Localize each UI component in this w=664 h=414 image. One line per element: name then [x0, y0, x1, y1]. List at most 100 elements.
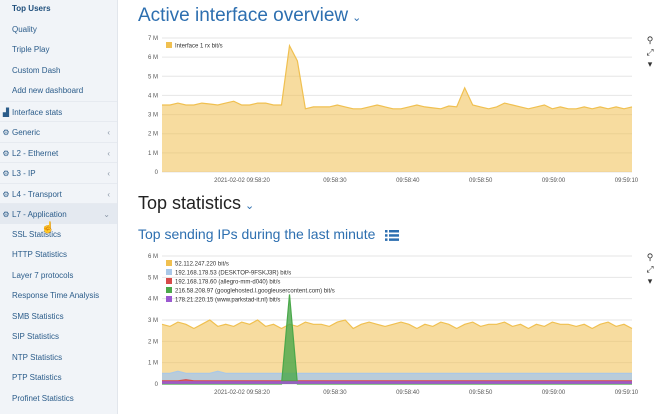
series-line-2 [162, 379, 632, 382]
top-statistics-text: Top statistics [138, 193, 242, 213]
x-tick-label: 2021-02-02 09:58:20 [214, 178, 270, 184]
y-tick-label: 2 M [148, 132, 158, 138]
top-sending-text: Top sending IPs during the last minute [138, 226, 376, 242]
sidebar-item-label: Custom Dash [12, 65, 61, 75]
sidebar-item-top-users[interactable]: Top Users [0, 0, 117, 19]
legend-label: 192.168.178.60 (allegro-mm-d040) bit/s [175, 280, 280, 286]
sidebar-item-label: L7 - Application [12, 210, 67, 219]
legend-swatch [166, 260, 172, 266]
sidebar-item-label: L3 - IP [12, 169, 36, 178]
x-tick-label: 09:58:50 [469, 390, 493, 396]
sidebar-item-layer-7-protocols[interactable]: Layer 7 protocols [0, 265, 117, 286]
sidebar-item-label: Layer 7 protocols [12, 270, 74, 280]
gear-icon: ⚙ [2, 210, 10, 219]
sidebar-item-ptp-statistics[interactable]: PTP Statistics [0, 367, 117, 388]
sidebar-item-label: SSL Statistics [12, 229, 62, 239]
sidebar-item-l2-ethernet[interactable]: ⚙ L2 - Ethernet ‹ [0, 141, 117, 163]
chart-svg: 0 1 M 2 M 3 M 4 M 5 M 6 M 2021-02-02 09:58:20 09… [148, 254, 639, 396]
y-tick-label: 1 M [148, 361, 158, 367]
chevron-down-icon[interactable]: ⌄ [352, 12, 362, 24]
page-title-text: Active interface overview [138, 5, 349, 26]
gear-icon: ⚙ [2, 169, 10, 178]
chevron-left-icon: ‹ [107, 128, 110, 137]
top-statistics-title[interactable]: Top statistics ⌄ [138, 193, 254, 214]
sidebar-item-label: Generic [12, 128, 41, 137]
legend-swatch [166, 296, 172, 302]
x-tick-label: 09:59:10 [615, 390, 639, 396]
chart-svg: 0 1 M 2 M 3 M 4 M 5 M 6 M 7 M 2021-02-02 09:58:2… [148, 36, 639, 184]
sidebar-item-label: Top Users [12, 4, 51, 13]
gear-icon: ⚙ [2, 148, 10, 158]
x-tick-label: 09:58:30 [323, 178, 347, 184]
legend-swatch [166, 269, 172, 275]
y-tick-label: 0 [155, 382, 159, 388]
legend-swatch [166, 42, 172, 48]
sidebar-item-ssl-statistics[interactable]: SSL Statistics [0, 224, 117, 245]
y-tick-label: 5 M [148, 275, 158, 281]
expand-icon[interactable]: ⤢ [646, 264, 654, 274]
chart2-tools: ⚲ ⤢ ▾ [643, 251, 657, 287]
legend-swatch [166, 278, 172, 284]
sidebar-item-label: Profinet Statistics [12, 393, 74, 403]
chevron-down-icon[interactable]: ⌄ [245, 200, 255, 212]
y-tick-label: 6 M [148, 254, 158, 260]
sidebar-item-label: SMB Statistics [12, 311, 64, 321]
sidebar-item-sip-statistics[interactable]: SIP Statistics [0, 326, 117, 347]
sidebar-item-profinet-statistics[interactable]: Profinet Statistics [0, 388, 117, 409]
sidebar-item-label: Interface stats [12, 107, 63, 117]
x-tick-label: 09:58:50 [469, 178, 493, 184]
sidebar-item-generic[interactable]: ⚙ Generic ‹ [0, 121, 117, 142]
sidebar-item-l7-application[interactable]: ⚙ L7 - Application ⌄ [0, 203, 117, 224]
chevron-left-icon: ‹ [107, 148, 110, 158]
list-icon[interactable] [385, 229, 400, 241]
sidebar-item-l3-ip[interactable]: ⚙ L3 - IP ‹ [0, 162, 117, 183]
y-tick-label: 0 [155, 170, 159, 176]
x-tick-label: 09:59:10 [615, 178, 639, 184]
x-tick-label: 2021-02-02 09:58:20 [214, 390, 270, 396]
sidebar-item-smb-statistics[interactable]: SMB Statistics [0, 306, 117, 327]
sidebar-item-l4-transport[interactable]: ⚙ L4 - Transport ‹ [0, 182, 117, 204]
page-title[interactable]: Active interface overview ⌄ [138, 5, 361, 27]
chevron-down-icon: ⌄ [103, 210, 110, 219]
zoom-icon[interactable]: ⚲ [646, 252, 654, 262]
sidebar-item-label: Response Time Analysis [12, 291, 100, 300]
series-line-0 [162, 43, 633, 110]
sidebar-item-custom-dash[interactable]: Custom Dash [0, 60, 117, 81]
expand-icon[interactable]: ⤢ [646, 47, 654, 57]
sidebar-item-label: Triple Play [12, 45, 50, 54]
series-line-0 [161, 319, 633, 330]
x-tick-label: 09:58:40 [396, 390, 420, 396]
top-sending-chart: 0 1 M 2 M 3 M 4 M 5 M 6 M 2021-02-02 09:58:20 09… [124, 250, 640, 402]
chart1-tools: ⚲ ⤢ ▾ [643, 34, 657, 70]
sidebar-item-quality[interactable]: Quality [0, 19, 117, 40]
interface-chart: 0 1 M 2 M 3 M 4 M 5 M 6 M 7 M 2021-02-02 09:58:2… [124, 32, 640, 190]
series-line-1 [162, 370, 632, 374]
y-tick-label: 4 M [148, 297, 158, 303]
legend-label: 192.168.178.53 (DESKTOP-9FSKJ3R) bit/s [175, 271, 291, 277]
legend-label: Interface 1 rx bit/s [175, 44, 223, 50]
sidebar-item-add-new-dashboard[interactable]: Add new dashboard [0, 80, 117, 101]
sidebar-item-response-time-analysis[interactable]: Response Time Analysis [0, 285, 117, 306]
x-tick-label: 09:59:00 [542, 178, 566, 184]
sidebar-item-label: HTTP Statistics [12, 250, 67, 259]
x-tick-label: 09:58:30 [323, 390, 347, 396]
sidebar-item-triple-play[interactable]: Triple Play [0, 39, 117, 60]
sidebar-item-interface-stats[interactable]: ▟ Interface stats [0, 100, 117, 122]
gear-icon: ⚙ [2, 189, 10, 199]
menu-caret-icon[interactable]: ▾ [647, 59, 653, 69]
sidebar-item-ntp-statistics[interactable]: NTP Statistics [0, 347, 117, 368]
menu-caret-icon[interactable]: ▾ [647, 276, 653, 286]
y-tick-label: 3 M [148, 113, 158, 119]
zoom-icon[interactable]: ⚲ [646, 35, 654, 45]
sidebar-item-label: Add new dashboard [12, 86, 84, 95]
sidebar-item-http-statistics[interactable]: HTTP Statistics [0, 244, 117, 265]
legend-label: 216.58.208.97 (googlehosted.l.googleuser… [175, 289, 335, 295]
legend-label: 52.112.247.220 bit/s [175, 262, 229, 268]
x-tick-label: 09:58:40 [396, 178, 420, 184]
y-tick-label: 1 M [148, 151, 158, 157]
x-tick-label: 09:59:00 [542, 390, 566, 396]
y-tick-label: 4 M [148, 93, 158, 99]
sidebar-item-label: NTP Statistics [12, 352, 63, 362]
chart-icon: ▟ [2, 107, 10, 117]
legend-swatch [166, 287, 172, 293]
